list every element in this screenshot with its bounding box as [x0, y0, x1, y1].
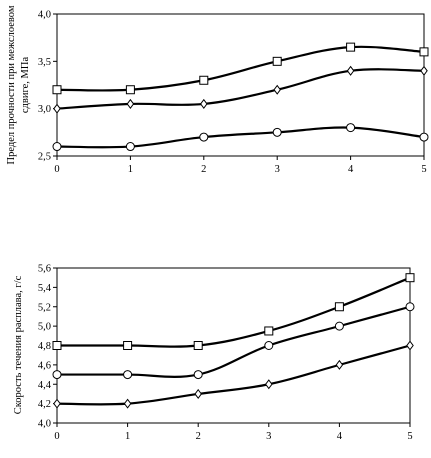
chart2-series-1-point [264, 326, 274, 336]
chart1-series-1-line [56, 45, 425, 92]
chart1-series-3-point [346, 123, 356, 133]
chart2-x-tick-label: 3 [266, 431, 271, 442]
chart1-series-3-point [125, 142, 135, 152]
chart1-series-2-point [53, 103, 61, 114]
chart2-y-tick-label: 4,6 [38, 360, 51, 371]
chart1-series-3-point [419, 132, 429, 142]
chart2-series-2-line [57, 305, 411, 378]
chart2-series-2-point [334, 321, 344, 331]
chart1-y-tick-label: 4,0 [38, 10, 51, 21]
chart1-y-tick-label: 3,5 [38, 57, 51, 68]
chart2-series-2-point [193, 370, 203, 380]
chart2-y-tick-label: 4,4 [38, 380, 52, 391]
chart2-series-2-point [123, 370, 133, 380]
chart2-series-1-point [123, 341, 133, 350]
chart2-y-tick-label: 5,6 [38, 264, 51, 275]
chart2-series-3-point [194, 388, 202, 399]
chart2-series-3-point [53, 398, 61, 409]
chart1-series-1-point [52, 85, 62, 95]
chart2-series-3-point [406, 340, 414, 351]
chart2-series-3-line [56, 344, 411, 406]
chart1-y-axis-title: сдвиге, МПа [20, 57, 31, 114]
chart1-series-1-point [199, 75, 209, 85]
chart1-x-tick-label: 3 [275, 164, 280, 175]
chart2-series-3-point [123, 398, 132, 409]
chart1-series-3-line [56, 126, 425, 149]
chart1-series-2-point [273, 84, 281, 95]
chart2-series-1-line [57, 276, 411, 348]
chart2-y-tick-label: 5,2 [38, 302, 51, 313]
chart1-series-1-point [346, 42, 356, 52]
chart2-series-1-point [52, 341, 62, 350]
chart2-x-tick-label: 4 [337, 431, 343, 442]
chart2-y-tick-label: 4,0 [38, 419, 51, 430]
chart1-series-3-point [272, 127, 282, 137]
chart2-x-tick-label: 1 [125, 431, 130, 442]
chart1-series-1-point [125, 85, 135, 95]
chart1-y-tick-label: 3,0 [38, 104, 51, 115]
chart1-x-tick-label: 0 [54, 164, 59, 175]
chart1-y-axis-title: Предел прочности при межслоевом [6, 5, 17, 164]
chart2-series-1-point [334, 302, 344, 312]
chart2-y-tick-label: 4,8 [38, 341, 51, 352]
chart1-series-2-point [346, 65, 355, 76]
chart1-series-2-point [200, 98, 208, 109]
chart1-series-2-line [56, 68, 425, 110]
chart1-x-tick-label: 4 [348, 164, 354, 175]
chart2-y-axis-title: Скорость течения расплава, г/с [13, 275, 24, 414]
chart1-series-1-point [272, 56, 282, 66]
chart2-series-2-point [52, 370, 62, 380]
chart1-series-2-point [126, 98, 135, 109]
chart2-series-3-point [335, 359, 344, 370]
chart1-x-tick-label: 1 [128, 164, 133, 175]
chart1-x-tick-label: 2 [201, 164, 206, 175]
chart1-series-1-point [419, 47, 429, 57]
chart1-x-tick-label: 5 [421, 164, 426, 175]
chart2-series-3-point [265, 379, 273, 390]
chart2-series-2-point [405, 302, 415, 312]
chart2-series-2-point [264, 341, 274, 350]
chart2-y-tick-label: 5,4 [38, 283, 52, 294]
chart2-x-tick-label: 2 [196, 431, 201, 442]
chart2-series-1-point [405, 273, 415, 283]
chart2-series-1-point [193, 341, 203, 350]
chart2-y-tick-label: 5,0 [38, 322, 51, 333]
chart2-y-tick-label: 4,2 [38, 399, 51, 410]
chart1-plot-frame [56, 13, 425, 157]
chart2-x-tick-label: 5 [407, 431, 412, 442]
chart1-series-3-point [52, 142, 62, 152]
chart1-series-3-point [199, 132, 209, 142]
chart2-x-tick-label: 0 [54, 431, 59, 442]
chart1-y-tick-label: 2,5 [38, 152, 51, 163]
chart1-series-2-point [420, 65, 428, 76]
